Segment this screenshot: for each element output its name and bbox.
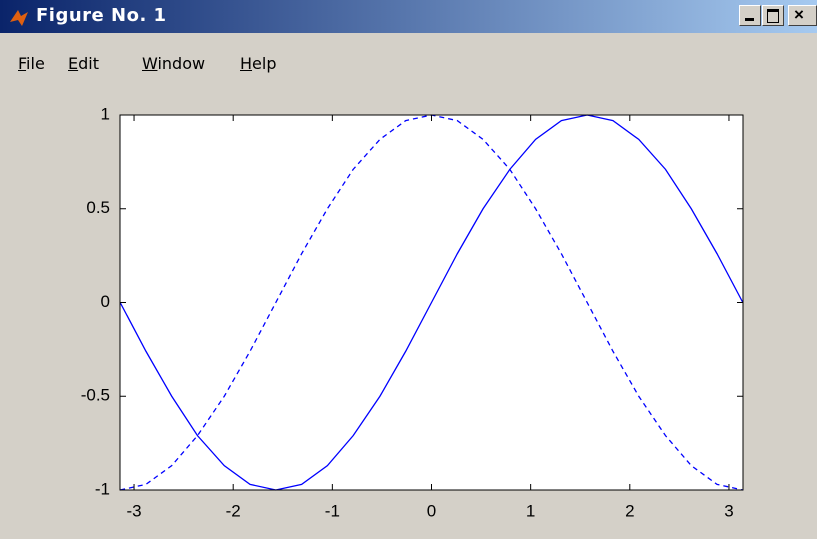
x-tick-label: 1 [526, 501, 535, 520]
y-tick-label: -0.5 [81, 386, 110, 405]
title-bar: Figure No. 1 × [0, 0, 817, 33]
data-line [119, 114, 744, 491]
x-tick-label: 2 [625, 501, 634, 520]
close-button[interactable]: × [788, 5, 817, 26]
y-tick-label: 0 [101, 292, 110, 311]
minimize-button[interactable] [739, 5, 761, 26]
menu-bar: File Edit Window Help [0, 48, 817, 74]
x-tick-label: 3 [724, 501, 733, 520]
y-tick-label: -1 [95, 479, 110, 498]
x-tick-label: 0 [427, 501, 436, 520]
x-tick-label: -2 [226, 501, 241, 520]
x-tick-label: -3 [126, 501, 141, 520]
menu-item[interactable]: File [18, 54, 45, 73]
menu-item[interactable]: Edit [68, 54, 99, 73]
menu-item[interactable]: Window [142, 54, 206, 73]
plot-area [120, 115, 743, 490]
data-line [120, 114, 743, 491]
window-title: Figure No. 1 [36, 5, 167, 26]
axes-box [119, 114, 744, 491]
menu-item[interactable]: Help [240, 54, 277, 73]
y-tick-label: 0.5 [86, 198, 110, 217]
y-tick-label: 1 [101, 104, 110, 123]
x-tick-label: -1 [325, 501, 340, 520]
maximize-button[interactable] [762, 5, 784, 26]
app-icon [10, 10, 28, 26]
